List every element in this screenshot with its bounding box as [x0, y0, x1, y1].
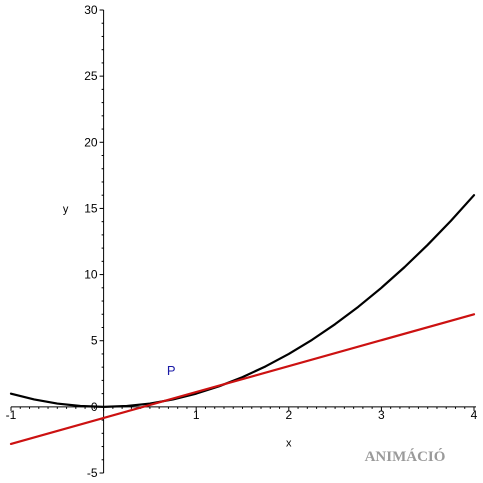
y-tick-label: 5: [91, 334, 98, 348]
x-tick-label: 3: [378, 408, 385, 422]
tangent-line: [9, 313, 476, 445]
x-tick-label: 2: [285, 408, 292, 422]
tick-marks: [10, 9, 475, 474]
y-tick-label: 15: [84, 201, 98, 215]
y-tick-label: 25: [84, 69, 98, 83]
y-tick-label: 20: [84, 135, 98, 149]
x-tick-label: 4: [471, 408, 478, 422]
y-tick-label: 10: [84, 268, 98, 282]
point-p-label: P: [167, 363, 176, 378]
axes: [11, 10, 476, 473]
x-axis-label: x: [286, 438, 292, 450]
animation-watermark: ANIMÁCIÓ: [365, 448, 446, 465]
parabola-curve: [9, 194, 476, 408]
series-layer: [9, 194, 476, 445]
x-tick-label: 1: [193, 408, 200, 422]
x-tick-label: -1: [6, 408, 17, 422]
y-tick-label: -5: [87, 466, 98, 480]
y-tick-label: 30: [84, 3, 98, 17]
y-axis-label: y: [63, 203, 69, 215]
